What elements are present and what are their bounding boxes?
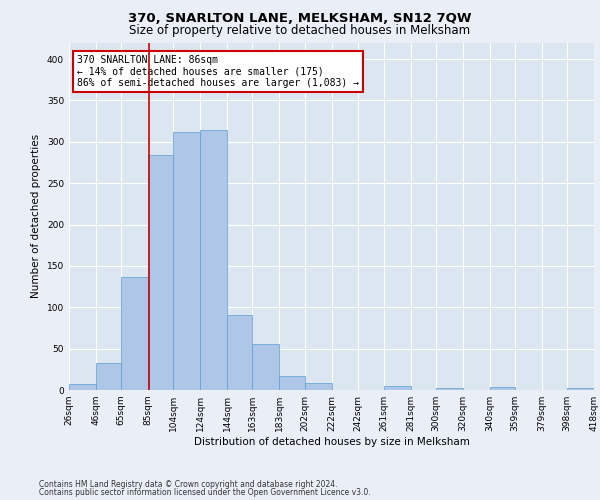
Bar bbox=[567, 388, 594, 390]
Text: Contains HM Land Registry data © Crown copyright and database right 2024.: Contains HM Land Registry data © Crown c… bbox=[39, 480, 337, 489]
Bar bbox=[96, 362, 121, 390]
Text: Contains public sector information licensed under the Open Government Licence v3: Contains public sector information licen… bbox=[39, 488, 371, 497]
Bar bbox=[253, 344, 279, 390]
X-axis label: Distribution of detached houses by size in Melksham: Distribution of detached houses by size … bbox=[194, 437, 469, 447]
Bar bbox=[436, 388, 463, 390]
Bar bbox=[227, 314, 253, 390]
Y-axis label: Number of detached properties: Number of detached properties bbox=[31, 134, 41, 298]
Bar bbox=[384, 386, 410, 390]
Bar bbox=[148, 155, 173, 390]
Bar bbox=[490, 386, 515, 390]
Text: 370, SNARLTON LANE, MELKSHAM, SN12 7QW: 370, SNARLTON LANE, MELKSHAM, SN12 7QW bbox=[128, 12, 472, 26]
Bar bbox=[121, 278, 148, 390]
Bar bbox=[69, 384, 96, 390]
Bar bbox=[200, 130, 227, 390]
Bar bbox=[305, 382, 331, 390]
Bar bbox=[173, 132, 200, 390]
Bar bbox=[279, 376, 305, 390]
Text: 370 SNARLTON LANE: 86sqm
← 14% of detached houses are smaller (175)
86% of semi-: 370 SNARLTON LANE: 86sqm ← 14% of detach… bbox=[77, 54, 359, 88]
Text: Size of property relative to detached houses in Melksham: Size of property relative to detached ho… bbox=[130, 24, 470, 37]
